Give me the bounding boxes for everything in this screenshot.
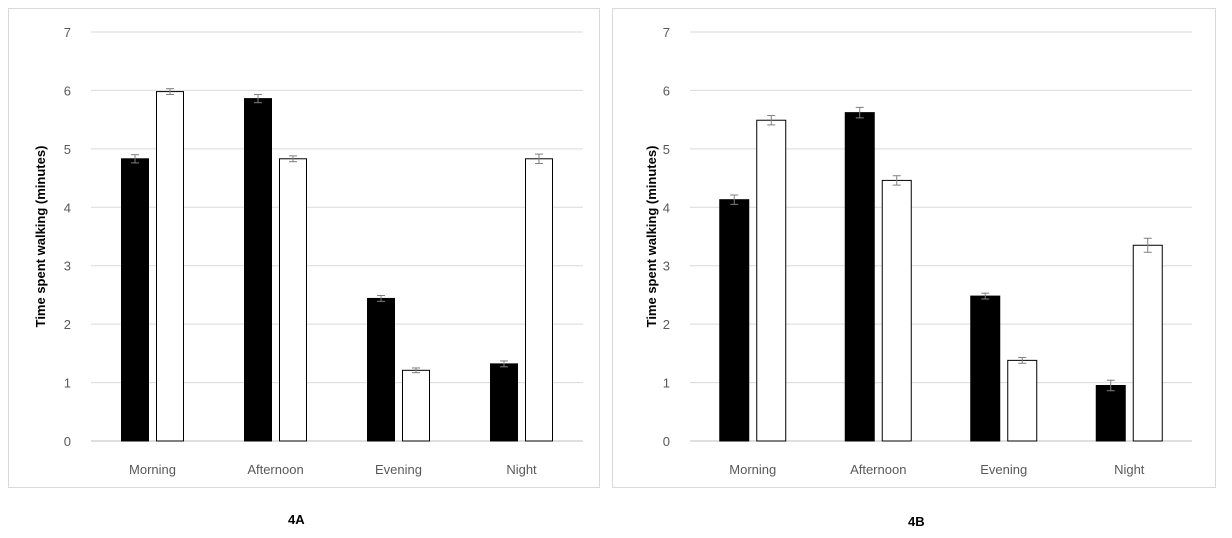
y-tick-label: 5	[663, 142, 670, 157]
bar-morning-series-2	[756, 119, 787, 442]
bar-evening-series-2	[1007, 359, 1038, 442]
bar-night-series-1	[490, 363, 518, 442]
error-bar	[377, 295, 385, 302]
bar-chart-4b: 0 1 2 3 4 5 6 7 Time spent walking (minutes) Morn…	[612, 8, 1216, 488]
bar-afternoon-series-1	[244, 98, 272, 442]
error-bar	[1018, 356, 1027, 364]
error-bar	[500, 360, 508, 368]
bar-night-series-1	[1095, 384, 1126, 442]
y-axis-label: Time spent walking (minutes)	[33, 146, 48, 328]
error-bar	[254, 94, 262, 104]
y-tick-label: 1	[64, 376, 71, 391]
bar-evening-series-1	[367, 297, 395, 442]
y-tick-label: 0	[663, 434, 670, 449]
y-tick-label: 4	[663, 200, 670, 215]
x-tick-label: Afternoon	[850, 462, 906, 477]
x-tick-label: Night	[1114, 462, 1145, 477]
error-bar	[131, 154, 139, 164]
error-bar	[981, 292, 990, 300]
bar-afternoon-series-1	[844, 112, 875, 442]
error-bar	[1143, 237, 1152, 253]
bar-chart-4a: 0 1 2 3 4 5 6 7 Time spent walking (minutes) Morn…	[8, 8, 600, 488]
x-tick-label: Afternoon	[247, 462, 303, 477]
error-bar	[1106, 379, 1115, 392]
x-tick-label: Evening	[980, 462, 1027, 477]
bar-evening-series-2	[402, 369, 430, 442]
bar-evening-series-1	[970, 295, 1001, 442]
bar-morning-series-1	[121, 158, 149, 442]
error-bar	[730, 194, 739, 205]
error-bar	[855, 106, 864, 119]
y-tick-label: 6	[64, 83, 71, 98]
y-axis-label: Time spent walking (minutes)	[644, 146, 659, 328]
x-tick-label: Evening	[375, 462, 422, 477]
x-tick-label: Morning	[729, 462, 776, 477]
error-bar	[289, 155, 297, 163]
y-tick-label: 1	[663, 376, 670, 391]
chart-panel-4a: 0 1 2 3 4 5 6 7 Time spent walking (minutes) Morn…	[8, 8, 600, 488]
y-tick-label: 3	[663, 259, 670, 274]
error-bar	[412, 367, 420, 374]
y-tick-label: 6	[663, 83, 670, 98]
error-bar	[892, 175, 901, 186]
bar-morning-series-1	[719, 199, 750, 442]
x-tick-label: Morning	[129, 462, 176, 477]
y-tick-label: 3	[64, 259, 71, 274]
x-tick-label: Night	[506, 462, 537, 477]
error-bar	[166, 88, 174, 96]
y-tick-label: 7	[64, 25, 71, 40]
y-tick-label: 2	[64, 317, 71, 332]
chart-panel-4b: 0 1 2 3 4 5 6 7 Time spent walking (minutes) Morn…	[612, 8, 1216, 488]
y-tick-label: 0	[64, 434, 71, 449]
y-tick-label: 2	[663, 317, 670, 332]
error-bar	[767, 115, 776, 126]
bar-morning-series-2	[156, 91, 184, 442]
bar-night-series-2	[525, 158, 553, 442]
y-tick-label: 4	[64, 200, 71, 215]
panel-label-4a: 4A	[288, 512, 305, 527]
bar-afternoon-series-2	[881, 179, 912, 442]
y-tick-label: 7	[663, 25, 670, 40]
bar-afternoon-series-2	[279, 158, 307, 442]
bar-night-series-2	[1132, 244, 1163, 442]
error-bar	[535, 153, 543, 164]
y-tick-label: 5	[64, 142, 71, 157]
panel-label-4b: 4B	[908, 514, 925, 529]
